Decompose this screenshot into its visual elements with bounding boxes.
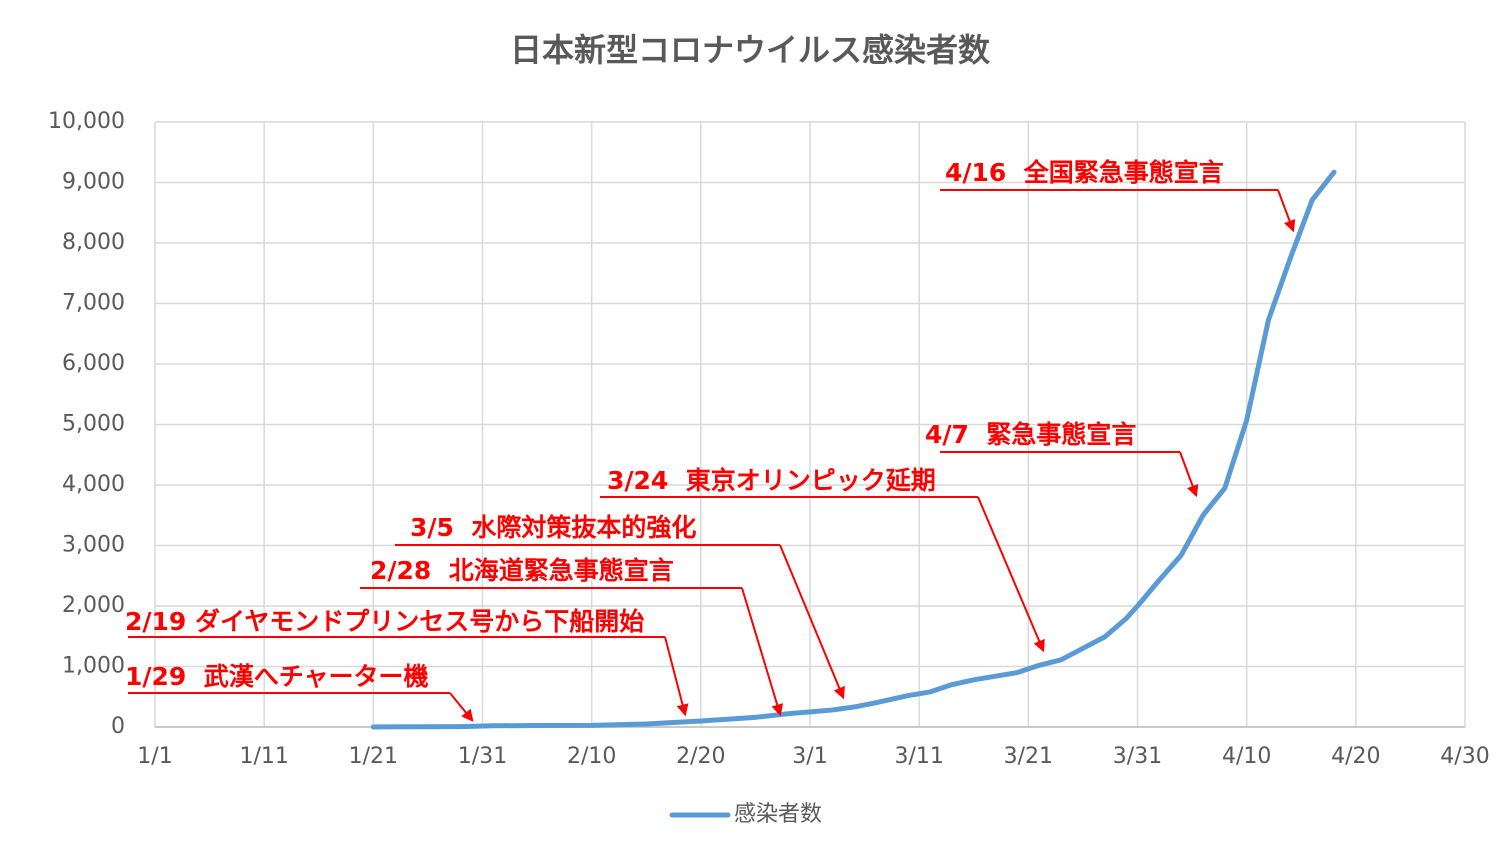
x-tick-label: 2/10 bbox=[567, 744, 616, 769]
annotation-arrow bbox=[741, 587, 783, 717]
annotation-arrow bbox=[977, 496, 1045, 653]
annotation: 3/5 水際対策抜本的強化 bbox=[410, 513, 696, 542]
x-tick-label: 2/20 bbox=[676, 744, 725, 769]
y-tick-label: 4,000 bbox=[62, 472, 125, 497]
x-tick-label: 1/1 bbox=[137, 744, 172, 769]
y-tick-label: 5,000 bbox=[62, 412, 125, 437]
annotation: 3/24 東京オリンピック延期 bbox=[607, 466, 936, 495]
x-tick-label: 4/30 bbox=[1440, 744, 1489, 769]
x-tick-label: 3/11 bbox=[894, 744, 943, 769]
x-tick-label: 1/11 bbox=[239, 744, 288, 769]
annotation-arrow bbox=[664, 636, 689, 717]
annotation: 2/28 北海道緊急事態宣言 bbox=[370, 556, 674, 585]
y-tick-label: 3,000 bbox=[62, 533, 125, 558]
y-tick-label: 6,000 bbox=[62, 351, 125, 376]
x-tick-label: 4/10 bbox=[1222, 744, 1271, 769]
annotation: 4/16 全国緊急事態宣言 bbox=[945, 158, 1224, 187]
y-tick-label: 1,000 bbox=[62, 654, 125, 679]
annotation-arrow bbox=[1179, 451, 1199, 498]
x-tick-label: 3/31 bbox=[1113, 744, 1162, 769]
annotation: 1/29 武漢へチャーター機 bbox=[125, 662, 428, 691]
x-tick-label: 3/1 bbox=[792, 744, 827, 769]
y-tick-label: 8,000 bbox=[62, 230, 125, 255]
x-tick-label: 1/21 bbox=[349, 744, 398, 769]
line-series bbox=[370, 169, 1337, 730]
y-tick-label: 9,000 bbox=[62, 170, 125, 195]
annotation-arrow bbox=[1277, 189, 1296, 233]
x-tick-label: 1/31 bbox=[458, 744, 507, 769]
y-tick-label: 0 bbox=[111, 714, 125, 739]
legend-label: 感染者数 bbox=[734, 802, 822, 827]
annotation: 2/19 ダイヤモンドプリンセス号から下船開始 bbox=[125, 607, 644, 636]
chart-title: 日本新型コロナウイルス感染者数 bbox=[510, 31, 991, 69]
y-tick-label: 7,000 bbox=[62, 291, 125, 316]
annotation-arrow bbox=[779, 544, 845, 700]
x-tick-label: 4/20 bbox=[1331, 744, 1380, 769]
annotation: 4/7 緊急事態宣言 bbox=[925, 420, 1136, 449]
y-tick-label: 2,000 bbox=[62, 593, 125, 618]
x-tick-label: 3/21 bbox=[1004, 744, 1053, 769]
annotation-arrow bbox=[449, 692, 474, 722]
y-tick-label: 10,000 bbox=[48, 109, 125, 134]
